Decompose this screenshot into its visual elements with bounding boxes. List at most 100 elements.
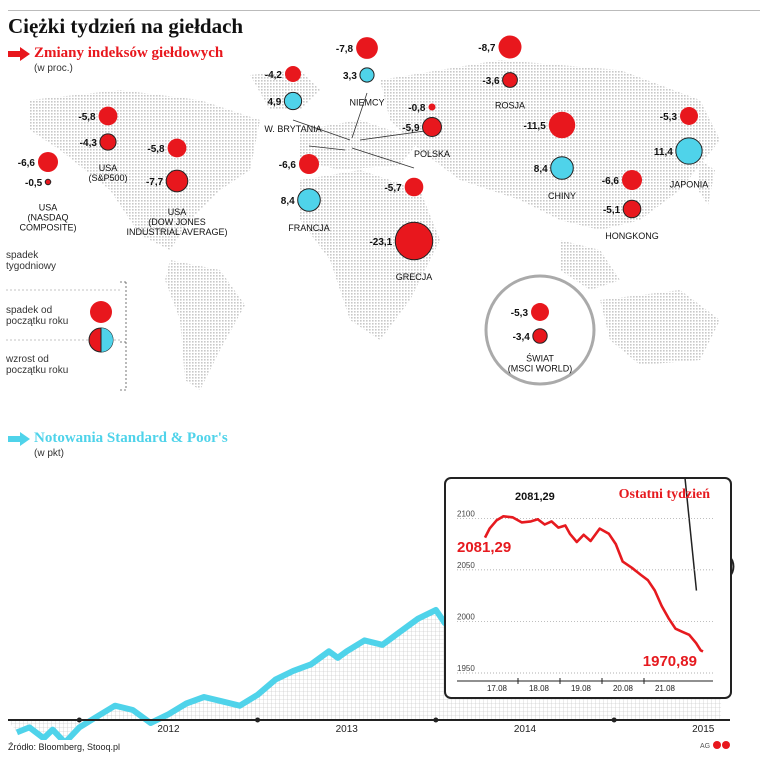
weekly-bubble-w-brytania <box>285 66 301 82</box>
map-landmass-3 <box>300 120 420 170</box>
legend-ytd-drop-label: spadek od początku roku <box>6 305 69 327</box>
ytd-label-rosja: -3,6 <box>482 76 500 87</box>
bubble-chiny: -11,5 8,4 CHINY <box>524 111 576 201</box>
sp500-chart: 20122013201420151277,062130,821002050200… <box>8 477 735 740</box>
ytd-label-grecja: -23,1 <box>369 237 392 248</box>
bubble-niemcy: -7,8 3,3 NIEMCY <box>336 37 385 108</box>
ytd-bubble-usa-dow-jones-industrial-average <box>165 169 189 193</box>
index-name-japonia: JAPONIA <box>670 179 709 189</box>
credit-note: AG <box>700 743 711 750</box>
inset-y-tick-2100: 2100 <box>457 509 475 518</box>
weekly-bubble-japonia <box>680 107 698 125</box>
index-name-polska: POLSKA <box>414 149 450 159</box>
ytd-bubble-francja <box>297 188 321 212</box>
bubble-japonia: -5,3 11,4 JAPONIA <box>654 107 708 189</box>
weekly-bubble-chiny <box>548 111 576 139</box>
index-name-usa-s-p500: USA (S&P500) <box>88 163 127 183</box>
inset-title: Ostatni tydzień <box>619 487 711 502</box>
indices-section-title: Zmiany indeksów giełdowych <box>34 45 224 61</box>
weekly-label-usa-dow-jones-industrial-average: -5,8 <box>147 144 165 155</box>
year-marker-2 <box>433 717 439 723</box>
index-name-niemcy: NIEMCY <box>349 98 384 108</box>
inset-x-tick-19-08: 19.08 <box>571 684 592 693</box>
weekly-label-francja: -6,6 <box>279 160 297 171</box>
ytd-label-chiny: 8,4 <box>534 164 548 175</box>
map-landmass-6 <box>560 240 620 290</box>
inset-x-tick-20-08: 20.08 <box>613 684 634 693</box>
legend: spadek tygodniowy spadek od początku rok… <box>0 250 140 400</box>
bubble-francja: -6,6 8,4 FRANCJA <box>279 153 330 233</box>
year-marker-3 <box>611 717 617 723</box>
weekly-bubble-hongkong <box>621 169 643 191</box>
ytd-bubble-grecja <box>394 221 434 261</box>
index-name-grecja: GRECJA <box>396 272 433 282</box>
ytd-bubble-niemcy <box>359 67 375 83</box>
inset-frame <box>444 477 732 699</box>
bubble-swiat-msci-world: -5,3 -3,4 ŚWIAT (MSCI WORLD) <box>508 303 572 374</box>
bubble-hongkong: -6,6 -5,1 HONGKONG <box>602 169 659 241</box>
weekly-label-usa-s-p500: -5,8 <box>78 112 96 123</box>
source-note: Źródło: Bloomberg, Stooq.pl <box>8 742 121 752</box>
index-name-chiny: CHINY <box>548 191 576 201</box>
ytd-label-japonia: 11,4 <box>654 147 673 158</box>
europe-leader-lines <box>292 92 433 169</box>
ytd-label-francja: 8,4 <box>281 196 295 207</box>
index-name-w-brytania: W. BRYTANIA <box>264 124 321 134</box>
weekly-label-usa-nasdaq-composite: -6,6 <box>18 158 36 169</box>
weekly-label-w-brytania: -4,2 <box>265 70 283 81</box>
ytd-label-polska: -5,9 <box>402 123 420 134</box>
map-landmass-1 <box>165 260 245 390</box>
inset-x-tick-17-08: 17.08 <box>487 684 508 693</box>
inset-x-tick-21-08: 21.08 <box>655 684 676 693</box>
weekly-label-polska: -0,8 <box>408 103 426 114</box>
sp-unit: (w pkt) <box>34 448 64 459</box>
index-name-francja: FRANCJA <box>288 223 330 233</box>
ytd-label-usa-dow-jones-industrial-average: -7,7 <box>146 177 164 188</box>
ytd-bubble-rosja <box>502 72 518 88</box>
year-marker-0 <box>76 717 82 723</box>
weekly-bubble-grecja <box>404 177 424 197</box>
weekly-bubble-usa-s-p500 <box>98 106 118 126</box>
top-rule <box>8 10 760 11</box>
ytd-bubble-swiat-msci-world <box>532 328 548 344</box>
bubble-w-brytania: -4,2 4,9 W. BRYTANIA <box>264 66 322 134</box>
inset-x-tick-18-08: 18.08 <box>529 684 550 693</box>
ytd-bubble-usa-nasdaq-composite <box>44 178 52 186</box>
ytd-label-hongkong: -5,1 <box>603 205 621 216</box>
weekly-bubble-usa-dow-jones-industrial-average <box>167 138 187 158</box>
weekly-label-grecja: -5,7 <box>384 183 402 194</box>
bubble-polska: -0,8 -5,9 POLSKA <box>402 103 450 159</box>
inset-line <box>483 515 704 653</box>
legend-ytd-rise-half <box>101 328 113 352</box>
weekly-label-chiny: -11,5 <box>524 121 547 132</box>
inset-y-tick-2000: 2000 <box>457 612 475 621</box>
map-landmass-4 <box>300 170 440 340</box>
index-name-usa-nasdaq-composite: USA (NASDAQ COMPOSITE) <box>19 202 76 232</box>
weekly-label-hongkong: -6,6 <box>602 176 620 187</box>
ytd-bubble-chiny <box>550 156 574 180</box>
ytd-bubble-hongkong <box>622 199 642 219</box>
legend-weekly-drop-label: spadek tygodniowy <box>6 250 57 272</box>
red-arrow-icon <box>8 47 30 61</box>
ytd-label-usa-nasdaq-composite: -0,5 <box>25 178 43 189</box>
page-title: Ciężki tydzień na giełdach <box>8 14 244 38</box>
weekly-bubble-rosja <box>498 35 522 59</box>
ytd-label-niemcy: 3,3 <box>343 71 357 82</box>
inset-end-label: 1970,89 <box>643 653 697 670</box>
legend-ytd-rise-label: wzrost od początku roku <box>6 354 69 376</box>
indices-unit: (w proc.) <box>34 63 73 74</box>
year-marker-1 <box>255 717 261 723</box>
x-tick-label-2013: 2013 <box>336 724 359 735</box>
bubble-usa-dow-jones-industrial-average: -5,8 -7,7 USA (DOW JONES INDUSTRIAL AVERAGE) <box>126 138 228 237</box>
ytd-label-swiat-msci-world: -3,4 <box>513 332 531 343</box>
index-name-hongkong: HONGKONG <box>605 231 659 241</box>
ytd-bubble-polska <box>422 117 442 137</box>
weekly-label-swiat-msci-world: -5,3 <box>511 308 529 319</box>
x-tick-label-2014: 2014 <box>514 724 537 735</box>
weekly-bubble-francja <box>298 153 320 175</box>
bubble-usa-nasdaq-composite: -6,6 -0,5 USA (NASDAQ COMPOSITE) <box>18 151 77 232</box>
ytd-bubble-japonia <box>675 137 703 165</box>
bubble-usa-s-p500: -5,8 -4,3 USA (S&P500) <box>78 106 128 183</box>
inset-start-label: 2081,29 <box>457 539 511 556</box>
weekly-label-niemcy: -7,8 <box>336 44 354 55</box>
